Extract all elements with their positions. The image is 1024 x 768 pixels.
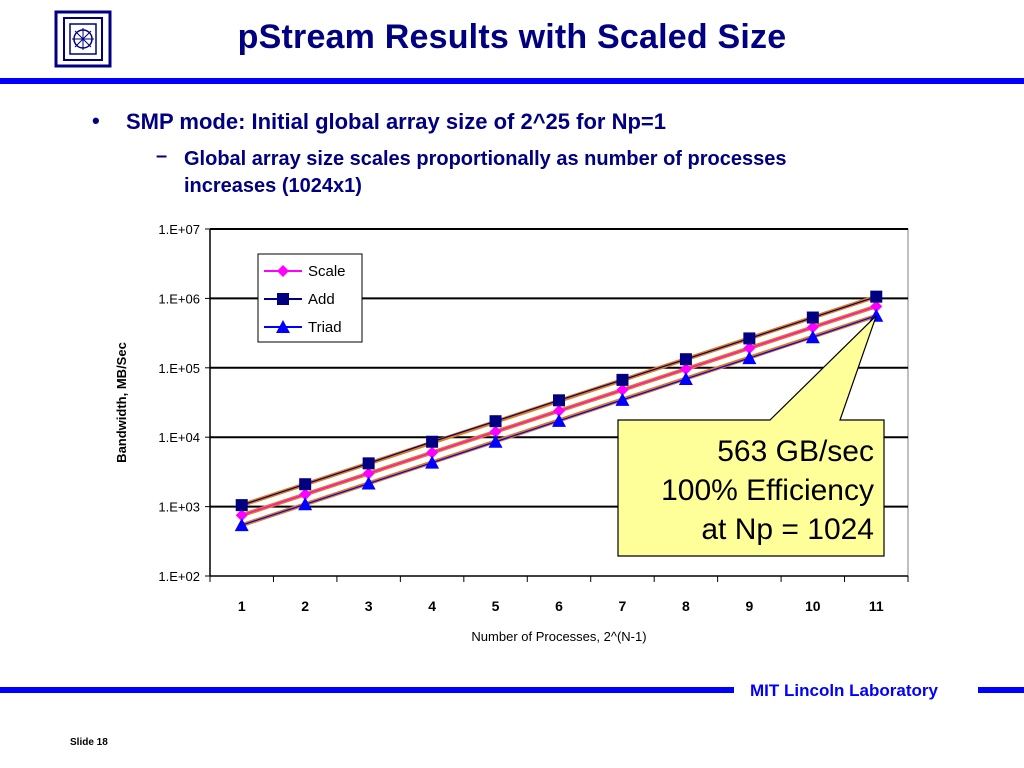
data-point-square xyxy=(235,499,248,512)
data-point-triangle xyxy=(276,320,290,333)
annotation-callout: 563 GB/sec 100% Efficiency at Np = 1024 xyxy=(617,315,885,557)
bandwidth-chart: 1.E+02 1.E+03 1.E+04 1.E+05 1.E+06 1.E+07 1 2 3 4… xyxy=(114,222,909,644)
slide-number: Slide 18 xyxy=(70,737,108,748)
footer-rule-left xyxy=(0,687,734,693)
annotation-text: 100% Efficiency xyxy=(661,474,874,507)
data-point-diamond xyxy=(616,383,629,396)
bullet-marker: • xyxy=(92,108,100,133)
sub-bullet-marker: – xyxy=(156,145,168,167)
annotation-text: 563 GB/sec xyxy=(717,435,874,468)
sub-bullet-text: Global array size scales proportionally … xyxy=(184,148,787,197)
data-point-diamond xyxy=(489,425,502,438)
data-point-square xyxy=(553,394,565,407)
footer-rule-right xyxy=(978,687,1024,693)
annotation-text: at Np = 1024 xyxy=(701,513,874,546)
footer-brand: MIT Lincoln Laboratory xyxy=(750,681,938,700)
x-tick-label: 10 xyxy=(805,598,821,614)
data-point-square xyxy=(743,332,756,345)
bullet-text: SMP mode: Initial global array size of 2… xyxy=(126,109,666,134)
data-point-diamond xyxy=(870,300,883,313)
y-tick-label: 1.E+02 xyxy=(158,569,200,584)
data-point-square xyxy=(426,435,439,448)
x-tick-label: 11 xyxy=(869,598,884,614)
y-tick-label: 1.E+05 xyxy=(158,361,200,376)
lincoln-lab-logo xyxy=(54,10,112,68)
data-point-diamond xyxy=(426,446,439,459)
data-point-diamond xyxy=(679,363,692,376)
x-tick-label: 9 xyxy=(745,598,753,614)
legend-label: Scale xyxy=(308,263,346,280)
data-point-triangle xyxy=(361,476,376,490)
x-tick-label: 7 xyxy=(619,598,627,614)
y-tick-label: 1.E+03 xyxy=(158,500,200,515)
x-axis-title: Number of Processes, 2^(N-1) xyxy=(471,629,646,644)
data-point-diamond xyxy=(743,342,756,355)
x-tick-label: 2 xyxy=(301,598,309,614)
data-point-triangle xyxy=(805,330,820,344)
legend: Scale Add Triad xyxy=(257,253,363,343)
x-tick-label: 1 xyxy=(238,598,246,614)
y-axis-title: Bandwidth, MB/Sec xyxy=(114,342,129,463)
data-point-diamond xyxy=(806,321,819,334)
data-point-triangle xyxy=(552,413,566,427)
data-point-triangle xyxy=(298,497,313,511)
legend-label: Triad xyxy=(308,319,342,336)
data-point-square xyxy=(362,457,375,470)
y-tick-label: 1.E+06 xyxy=(158,291,200,306)
x-tick-label: 4 xyxy=(428,598,436,614)
legend-label: Add xyxy=(308,291,335,308)
data-point-triangle xyxy=(488,434,503,448)
data-point-diamond xyxy=(299,488,312,501)
data-point-square xyxy=(870,290,883,303)
data-point-square xyxy=(806,311,819,324)
x-tick-label: 3 xyxy=(365,598,373,614)
data-point-square xyxy=(616,373,629,386)
data-point-triangle xyxy=(234,518,249,532)
x-tick-label: 8 xyxy=(682,598,690,614)
data-point-diamond xyxy=(277,265,289,277)
y-tick-label: 1.E+04 xyxy=(158,430,200,445)
data-point-triangle xyxy=(425,455,440,469)
series-scale xyxy=(235,300,883,522)
series-triad xyxy=(234,308,884,532)
data-point-diamond xyxy=(553,404,565,417)
data-point-triangle xyxy=(678,371,693,385)
data-point-triangle xyxy=(615,392,630,406)
data-point-diamond xyxy=(235,509,248,522)
x-tick-label: 5 xyxy=(492,598,500,614)
title-rule xyxy=(0,78,1024,84)
data-point-triangle xyxy=(742,351,757,365)
slide-title: pStream Results with Scaled Size xyxy=(237,18,787,56)
data-point-square xyxy=(277,293,289,305)
data-point-square xyxy=(679,353,692,366)
data-point-square xyxy=(299,478,312,491)
data-point-diamond xyxy=(362,467,375,480)
y-tick-label: 1.E+07 xyxy=(158,222,200,237)
x-tick-label: 6 xyxy=(555,598,563,614)
series-add xyxy=(235,290,883,512)
data-point-square xyxy=(489,415,502,428)
